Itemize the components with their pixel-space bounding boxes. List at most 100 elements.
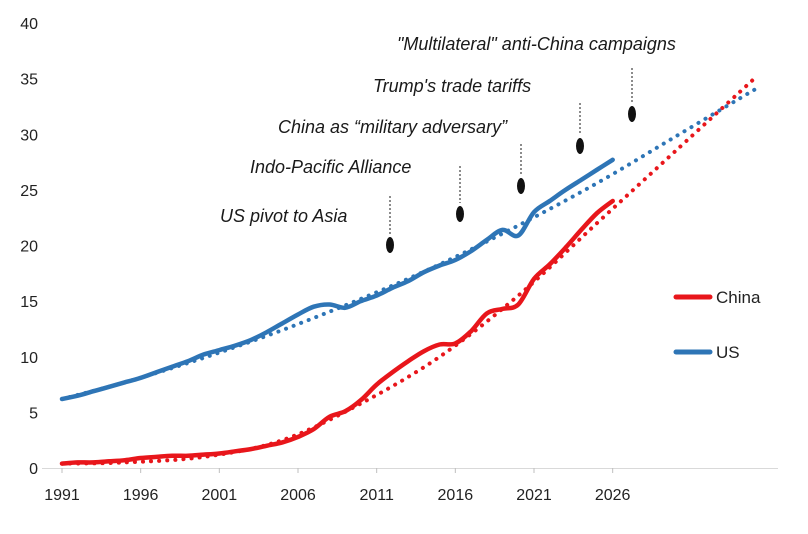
china-data-point <box>296 435 300 439</box>
china-data-point <box>154 455 158 459</box>
y-tick-label: 35 <box>20 72 38 89</box>
china-data-point <box>343 409 347 413</box>
x-tick-label: 2001 <box>202 487 238 504</box>
us-data-point <box>548 199 552 203</box>
china-data-point <box>201 452 205 456</box>
y-tick-label: 40 <box>20 16 38 33</box>
us-data-point <box>280 321 284 325</box>
china-data-point <box>264 444 268 448</box>
china-data-point <box>595 211 599 215</box>
y-tick-label: 5 <box>29 405 38 422</box>
us-data-point <box>249 338 253 342</box>
china-data-point <box>60 461 64 465</box>
us-data-point <box>516 233 520 237</box>
us-data-point <box>186 359 190 363</box>
china-data-point <box>138 456 142 460</box>
annotation-marker <box>576 138 584 154</box>
china-trendline <box>60 76 757 466</box>
china-data-point <box>516 302 520 306</box>
china-data-point <box>312 427 316 431</box>
us-data-point <box>91 389 95 393</box>
us-data-point <box>60 397 64 401</box>
us-data-point <box>343 306 347 310</box>
us-data-point <box>107 385 111 389</box>
annotation-label: Indo-Pacific Alliance <box>250 157 411 177</box>
china-data-point <box>233 449 237 453</box>
us-data-point <box>264 330 268 334</box>
china-data-point <box>170 454 174 458</box>
axis-layer: 0 5 10 15 20 25 30 35 40 1991 1996 2001 2006 2011 2016… <box>20 16 778 504</box>
us-data-point <box>374 293 378 297</box>
china-data-point <box>249 447 253 451</box>
annotation-layer: US pivot to Asia Indo-Pacific Alliance Chi… <box>220 34 676 253</box>
x-tick-label: 2006 <box>280 487 316 504</box>
china-data-point <box>91 460 95 464</box>
us-data-point <box>532 210 536 214</box>
china-data-point <box>186 454 190 458</box>
china-data-point <box>76 460 80 464</box>
china-data-point <box>500 307 504 311</box>
annotation-label: "Multilateral" anti-China campaigns <box>397 34 676 54</box>
us-data-point <box>485 238 489 242</box>
annotation-label: China as “military adversary” <box>278 117 508 137</box>
us-data-point <box>201 352 205 356</box>
china-data-point <box>485 311 489 315</box>
y-tick-label: 0 <box>29 461 38 478</box>
china-data-point <box>548 262 552 266</box>
legend-label-us: US <box>716 343 740 362</box>
y-tick-label: 20 <box>20 239 38 256</box>
us-data-point <box>123 380 127 384</box>
us-data-point <box>327 302 331 306</box>
china-data-point <box>532 277 536 281</box>
china-data-point <box>610 199 614 203</box>
china-data-point <box>374 382 378 386</box>
us-data-point <box>563 188 567 192</box>
us-data-point <box>154 370 158 374</box>
annotation-label: US pivot to Asia <box>220 206 347 226</box>
china-data-point <box>327 415 331 419</box>
us-data-point <box>610 158 614 162</box>
us-data-point <box>437 263 441 267</box>
china-data-point <box>453 341 457 345</box>
annotation-marker <box>456 206 464 222</box>
china-data-point <box>217 451 221 455</box>
us-data-point <box>595 168 599 172</box>
us-series-line <box>59 157 615 402</box>
us-data-point <box>76 393 80 397</box>
us-data-point <box>217 348 221 352</box>
us-data-point <box>500 228 504 232</box>
china-data-point <box>280 440 284 444</box>
china-data-point <box>390 370 394 374</box>
us-data-point <box>233 343 237 347</box>
us-data-point <box>170 365 174 369</box>
y-tick-label: 25 <box>20 183 38 200</box>
china-data-point <box>469 329 473 333</box>
us-data-point <box>406 279 410 283</box>
us-data-point <box>359 299 363 303</box>
china-data-point <box>563 246 567 250</box>
y-tick-label: 10 <box>20 350 38 367</box>
china-data-point <box>406 359 410 363</box>
x-tick-label: 1991 <box>44 487 80 504</box>
legend-label-china: China <box>716 288 761 307</box>
us-data-point <box>453 258 457 262</box>
legend: China US <box>673 288 761 362</box>
x-tick-label: 2011 <box>359 487 394 504</box>
y-tick-label: 15 <box>20 294 38 311</box>
china-data-point <box>359 398 363 402</box>
china-series-line <box>59 198 615 466</box>
us-data-point <box>296 312 300 316</box>
y-tick-label: 30 <box>20 127 38 144</box>
china-data-point <box>123 458 127 462</box>
us-data-point <box>138 376 142 380</box>
us-data-point <box>422 270 426 274</box>
annotation-marker <box>517 178 525 194</box>
china-data-point <box>107 459 111 463</box>
annotation-marker <box>386 237 394 253</box>
us-data-point <box>469 249 473 253</box>
us-data-point <box>312 304 316 308</box>
us-data-point <box>579 178 583 182</box>
x-tick-label: 2021 <box>516 487 552 504</box>
